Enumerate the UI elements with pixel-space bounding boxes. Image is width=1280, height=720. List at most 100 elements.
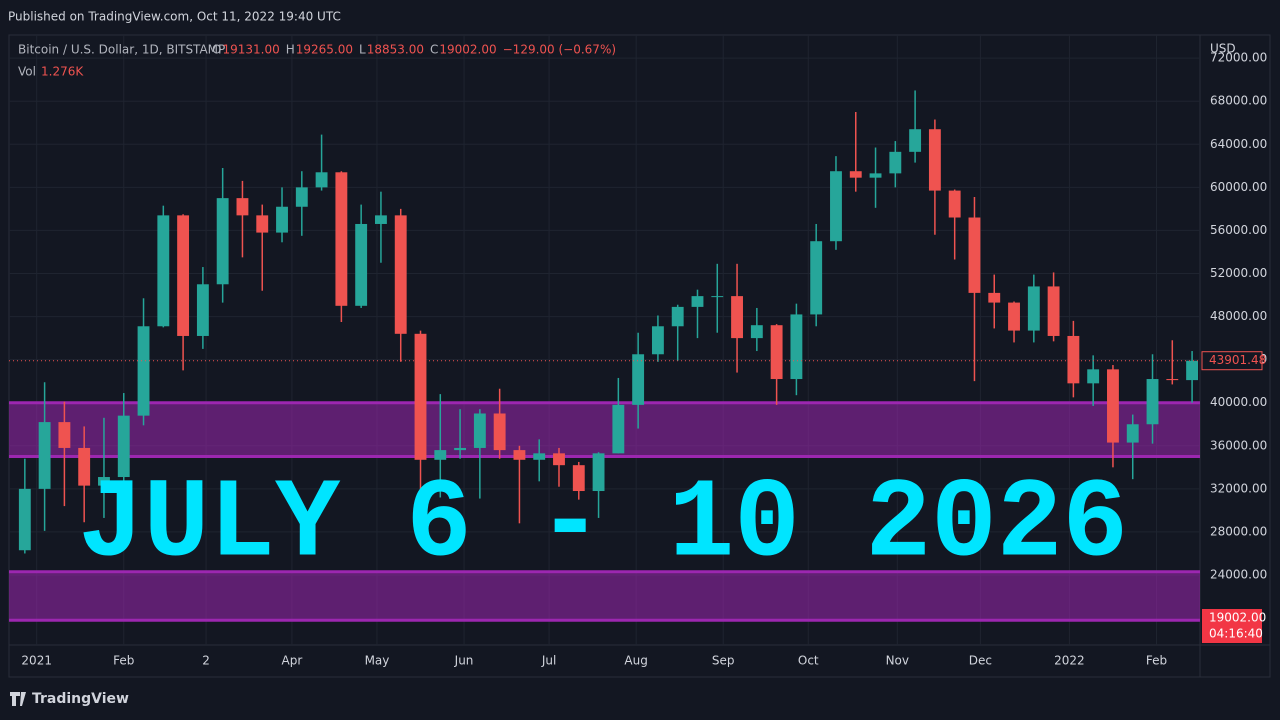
candle-body: [216, 198, 229, 285]
candle-body: [731, 296, 743, 339]
y-tick-label: 36000.00: [1210, 438, 1267, 452]
candle-body: [869, 173, 882, 178]
current-price-label: 19002.00: [1209, 611, 1266, 625]
candle-body: [1107, 369, 1119, 443]
candle-body: [1166, 379, 1179, 381]
candle-body: [1027, 286, 1040, 331]
candle-body: [355, 223, 368, 306]
overlay-text: JULY 6 - 10 2026: [78, 462, 1128, 589]
x-tick-label: Dec: [969, 654, 992, 668]
candle-body: [177, 215, 190, 336]
candle-body: [750, 325, 763, 339]
candle-body: [295, 187, 308, 207]
zone: [9, 571, 1200, 621]
y-tick-label: 64000.00: [1210, 137, 1267, 151]
candle-body: [572, 465, 585, 492]
candle-body: [394, 215, 407, 334]
x-tick-label: Feb: [113, 654, 134, 668]
candle-body: [256, 215, 269, 233]
current-price-box: [1202, 609, 1262, 643]
x-tick-label: Nov: [886, 654, 909, 668]
candle-body: [414, 333, 427, 460]
x-tick-label: Jun: [454, 654, 474, 668]
candle-body: [38, 422, 51, 489]
candle-body: [1008, 302, 1020, 331]
candle-body: [196, 284, 209, 336]
candle-body: [632, 354, 645, 405]
candle-body: [157, 215, 170, 327]
candle-body: [948, 190, 961, 218]
candle-body: [810, 241, 823, 315]
candle-body: [553, 453, 565, 466]
candle-body: [1146, 379, 1159, 425]
last-price-box: [1201, 351, 1263, 371]
candle-body: [790, 314, 803, 380]
y-tick-label: 40000.00: [1210, 395, 1267, 409]
y-tick-label: 60000.00: [1210, 180, 1267, 194]
candle-body: [928, 129, 941, 191]
candle-body: [117, 415, 130, 478]
currency: USD: [1210, 42, 1236, 56]
candle-body: [434, 450, 447, 460]
candle-body: [1186, 360, 1199, 381]
x-tick-label: Apr: [282, 654, 303, 668]
candle-body: [1047, 286, 1060, 336]
candle-body: [770, 325, 783, 380]
candle-body: [889, 151, 902, 174]
ohlc-value: 19131.00: [222, 43, 279, 57]
candle-body: [909, 129, 922, 152]
symbol-title: Bitcoin / U.S. Dollar, 1D, BITSTAMP: [18, 43, 225, 57]
x-tick-label: Feb: [1146, 654, 1167, 668]
candle-body: [58, 422, 71, 448]
x-tick-label: 2: [202, 654, 210, 668]
x-tick-label: Oct: [798, 654, 819, 668]
y-tick-label: 72000.00: [1210, 51, 1267, 65]
x-tick-label: Aug: [624, 654, 647, 668]
candle-body: [236, 198, 249, 216]
ohlc-key: C: [430, 43, 438, 57]
ohlc-key: L: [359, 43, 366, 57]
published-note: Published on TradingView.com, Oct 11, 20…: [8, 10, 341, 24]
y-tick-label: 24000.00: [1210, 568, 1267, 582]
candle-body: [1126, 424, 1139, 443]
x-tick-label: May: [365, 654, 390, 668]
ohlc-key: O: [212, 43, 221, 57]
x-tick-label: Sep: [712, 654, 735, 668]
candle-body: [78, 447, 91, 486]
y-tick-label: 48000.00: [1210, 309, 1267, 323]
ohlc-key: H: [286, 43, 295, 57]
candle-body: [315, 172, 328, 188]
candle-body: [1067, 335, 1080, 384]
candle-body: [513, 450, 526, 460]
last-price-label: 43901.48: [1209, 353, 1266, 367]
brand-logo: [10, 692, 26, 706]
ohlc-value: 18853.00: [367, 43, 424, 57]
candle-body: [375, 215, 387, 224]
candle-body: [335, 172, 348, 306]
candle-body: [849, 171, 862, 178]
candle-body: [533, 453, 546, 460]
ohlc-value: 19002.00: [439, 43, 496, 57]
y-tick-label: 56000.00: [1210, 223, 1267, 237]
candle-body: [18, 488, 31, 551]
candle-body: [493, 413, 506, 451]
countdown: 04:16:40: [1209, 627, 1263, 641]
y-tick-label: 28000.00: [1210, 524, 1267, 538]
x-tick-label: Jul: [541, 654, 556, 668]
volume-label: Vol: [18, 65, 36, 79]
candle-body: [968, 217, 981, 293]
candles: [18, 90, 1199, 554]
candle-body: [651, 326, 664, 355]
candle-body: [830, 171, 842, 242]
brand: TradingView: [32, 691, 129, 707]
candle-body: [137, 326, 150, 416]
candle-body: [592, 453, 605, 492]
candle-body: [691, 296, 704, 307]
x-tick-label: 2022: [1054, 654, 1085, 668]
y-tick-label: 68000.00: [1210, 94, 1267, 108]
candle-body: [98, 477, 110, 486]
y-tick-label: 32000.00: [1210, 481, 1267, 495]
ohlc-value: 19265.00: [296, 43, 353, 57]
